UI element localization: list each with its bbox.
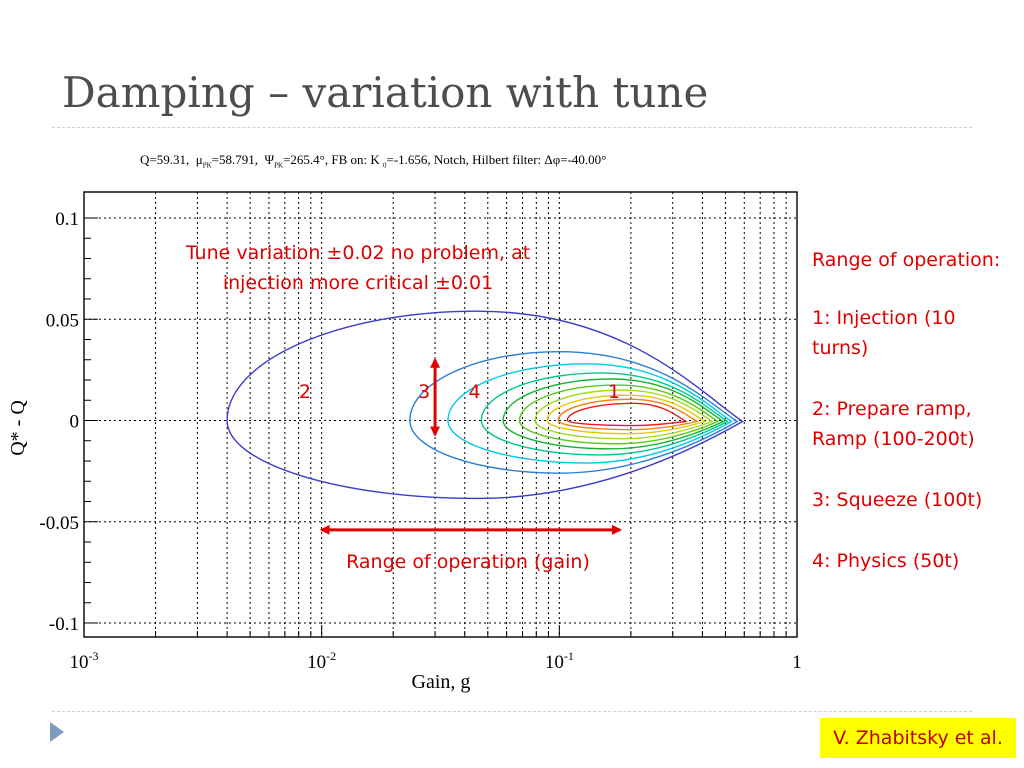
note-squeeze: 3: Squeeze (100t): [812, 489, 983, 511]
y-axis-label: Q* - Q: [7, 400, 29, 456]
contour-line: [409, 350, 739, 474]
note-prepare-ramp: 2: Prepare ramp, Ramp (100-200t): [812, 398, 975, 450]
y-tick-label: -0.1: [49, 614, 79, 635]
region-label: 4: [469, 381, 481, 403]
param-psi-sub: PK: [274, 161, 284, 170]
contour-line: [534, 389, 714, 440]
footer-divider: [52, 711, 972, 712]
y-tick-label: 0: [70, 412, 80, 433]
y-tick-label: 0.1: [55, 209, 79, 230]
region-label: 1: [608, 381, 620, 403]
param-k-value: =-1.656, Notch, Hilbert filter: Δφ=-40.0…: [386, 152, 607, 167]
operation-notes-heading: Range of operation:: [812, 249, 1001, 271]
tune-note-line1: Tune variation ±0.02 no problem, at: [185, 242, 530, 264]
param-psi-symbol: Ψ: [264, 152, 275, 167]
param-q: Q=59.31,: [140, 152, 190, 167]
chart-parameters: Q=59.31, μPK=58.791, ΨPK=265.4°, FB on: …: [140, 152, 606, 170]
operation-notes: Range of operation: 1: Injection (10 tur…: [812, 245, 1012, 607]
contour-line: [566, 402, 688, 427]
slide-title: Damping – variation with tune: [62, 68, 709, 117]
plot-border: [83, 191, 798, 638]
plot-frame: [83, 191, 798, 638]
contour-line: [447, 363, 733, 464]
contour-line: [546, 394, 707, 435]
axis-ticks: 10-3 10-2 10-1 1 0.1 0.05 0 -0.05 -0.1 Gain, g Q* …: [7, 209, 802, 693]
plot-annotations: 2 3 4 1 Tune variation ±0.02 no problem, at i…: [185, 242, 623, 573]
x-tick-label: 10-3: [70, 649, 99, 673]
param-psi-value: =265.4°, FB on: K: [283, 152, 380, 167]
gain-range-label: Range of operation (gain): [346, 551, 590, 573]
param-mu-sub: PK: [202, 161, 212, 170]
next-slide-arrow-icon[interactable]: [50, 722, 64, 742]
region-label: 2: [299, 381, 311, 403]
y-tick-label: 0.05: [46, 310, 79, 331]
note-injection: 1: Injection (10 turns): [812, 307, 956, 359]
title-divider: [52, 127, 972, 128]
contour-line: [226, 310, 744, 500]
param-mu-symbol: μ: [195, 152, 203, 167]
x-axis-label: Gain, g: [412, 671, 471, 693]
contour-lines: [226, 310, 744, 500]
y-tick-label: -0.05: [39, 513, 79, 534]
x-tick-label: 10-1: [545, 649, 574, 673]
param-k-sub: 0: [383, 161, 387, 170]
contour-line: [557, 398, 699, 431]
param-mu-value: =58.791,: [211, 152, 259, 167]
tune-note-line2: injection more critical ±0.01: [223, 272, 493, 294]
x-tick-label: 1: [792, 652, 802, 673]
plot-grid: [83, 192, 797, 637]
note-physics: 4: Physics (50t): [812, 550, 960, 572]
region-label: 3: [418, 381, 430, 403]
contour-line: [480, 372, 729, 456]
credit-label: V. Zhabitsky et al.: [820, 718, 1016, 758]
contour-line: [502, 378, 725, 450]
x-tick-label: 10-2: [307, 649, 336, 673]
contour-line: [518, 384, 720, 445]
